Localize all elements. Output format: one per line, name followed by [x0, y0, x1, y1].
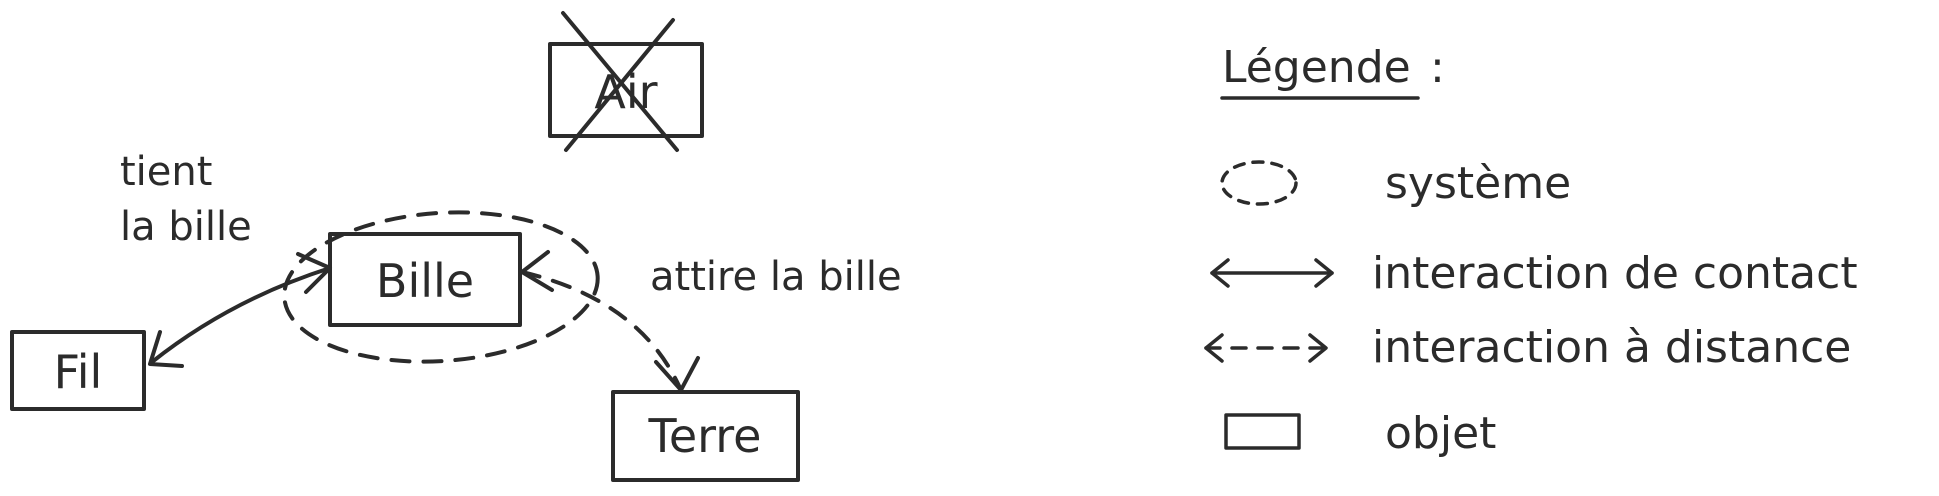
legend-title-colon: :	[1430, 42, 1445, 93]
system-ellipse	[282, 210, 600, 364]
dashed-ellipse-icon	[1220, 160, 1298, 206]
distance-interaction-terre-bille	[520, 250, 700, 392]
object-air: Air	[548, 11, 704, 152]
rectangle-icon	[1224, 413, 1301, 450]
object-bille: Bille	[328, 232, 522, 327]
arrowhead-at-terre	[654, 356, 700, 392]
object-terre-label: Terre	[648, 409, 762, 463]
object-fil-label: Fil	[54, 345, 103, 399]
annotation-la-bille: la bille	[120, 204, 252, 250]
legend: Légende : système interaction de contact…	[1204, 42, 1858, 459]
arrowhead-at-bille	[296, 252, 332, 294]
legend-label-distance: interaction à distance	[1372, 322, 1851, 373]
object-fil: Fil	[10, 330, 146, 411]
object-fil-box	[10, 330, 146, 411]
legend-label-objet: objet	[1385, 408, 1496, 459]
annotation-attire-la-bille: attire la bille	[650, 254, 902, 300]
object-bille-label: Bille	[376, 254, 474, 308]
legend-title: Légende	[1222, 42, 1411, 93]
legend-label-contact: interaction de contact	[1372, 248, 1858, 299]
arrowhead-at-bille-distance	[520, 250, 554, 292]
contact-arrow-line	[150, 266, 332, 364]
object-terre: Terre	[611, 390, 800, 482]
object-bille-box	[328, 232, 522, 327]
double-arrow-dashed-icon	[1204, 333, 1328, 363]
air-cross-line-2	[564, 18, 675, 152]
object-terre-box	[611, 390, 800, 482]
object-air-label: Air	[594, 65, 657, 119]
distance-arrow-line	[520, 270, 682, 390]
contact-interaction-fil-bille	[148, 252, 332, 368]
object-air-box	[548, 42, 704, 138]
legend-label-systeme: système	[1385, 158, 1571, 209]
arrowhead-at-fil	[148, 330, 184, 368]
annotation-tient: tient	[120, 149, 212, 195]
double-arrow-solid-icon	[1210, 258, 1334, 288]
